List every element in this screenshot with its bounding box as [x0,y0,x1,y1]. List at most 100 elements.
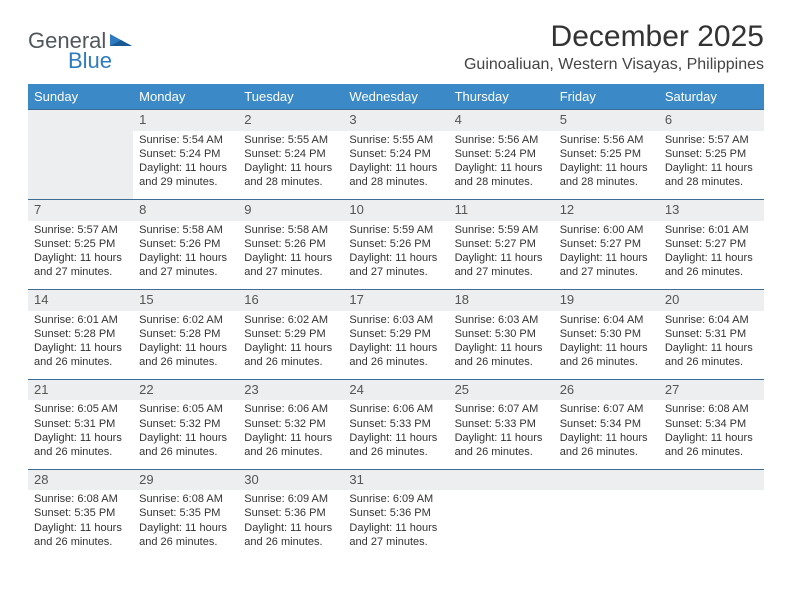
sunrise-text: Sunrise: 6:05 AM [34,402,127,416]
daylight-text: and 27 minutes. [34,265,127,279]
sunrise-text: Sunrise: 5:55 AM [244,133,337,147]
daylight-text: and 26 minutes. [665,265,758,279]
sunset-text: Sunset: 5:27 PM [455,237,548,251]
weekday-header: Wednesday [343,84,448,110]
calendar-day-cell: 8Sunrise: 5:58 AMSunset: 5:26 PMDaylight… [133,199,238,289]
sunrise-text: Sunrise: 6:03 AM [455,313,548,327]
daylight-text: and 26 minutes. [34,535,127,549]
sunrise-text: Sunrise: 6:06 AM [349,402,442,416]
day-number: 22 [133,380,238,401]
day-number: 29 [133,470,238,491]
day-number: 19 [554,290,659,311]
sunset-text: Sunset: 5:31 PM [34,417,127,431]
sunset-text: Sunset: 5:24 PM [139,147,232,161]
day-number: 9 [238,200,343,221]
sunset-text: Sunset: 5:33 PM [455,417,548,431]
sunset-text: Sunset: 5:36 PM [244,506,337,520]
calendar-day-cell: 21Sunrise: 6:05 AMSunset: 5:31 PMDayligh… [28,379,133,469]
sunrise-text: Sunrise: 5:59 AM [349,223,442,237]
calendar-day-cell: 28Sunrise: 6:08 AMSunset: 5:35 PMDayligh… [28,469,133,558]
logo: General Blue [28,20,136,54]
daylight-text: Daylight: 11 hours [34,341,127,355]
sunrise-text: Sunrise: 6:06 AM [244,402,337,416]
daylight-text: Daylight: 11 hours [244,521,337,535]
daylight-text: Daylight: 11 hours [560,251,653,265]
day-number: 14 [28,290,133,311]
sunrise-text: Sunrise: 5:56 AM [560,133,653,147]
daylight-text: Daylight: 11 hours [349,251,442,265]
sunset-text: Sunset: 5:35 PM [139,506,232,520]
calendar-day-cell: 3Sunrise: 5:55 AMSunset: 5:24 PMDaylight… [343,110,448,200]
daylight-text: and 27 minutes. [349,265,442,279]
sunset-text: Sunset: 5:29 PM [244,327,337,341]
day-number [449,470,554,491]
daylight-text: Daylight: 11 hours [349,161,442,175]
daylight-text: Daylight: 11 hours [244,161,337,175]
calendar-day-cell: 4Sunrise: 5:56 AMSunset: 5:24 PMDaylight… [449,110,554,200]
sunrise-text: Sunrise: 6:01 AM [34,313,127,327]
sunrise-text: Sunrise: 5:54 AM [139,133,232,147]
sunset-text: Sunset: 5:28 PM [139,327,232,341]
calendar-day-cell [659,469,764,558]
logo-flag-icon [110,30,134,53]
calendar-week-row: 14Sunrise: 6:01 AMSunset: 5:28 PMDayligh… [28,289,764,379]
calendar-day-cell: 27Sunrise: 6:08 AMSunset: 5:34 PMDayligh… [659,379,764,469]
daylight-text: Daylight: 11 hours [349,431,442,445]
sunrise-text: Sunrise: 6:09 AM [244,492,337,506]
sunset-text: Sunset: 5:34 PM [665,417,758,431]
calendar-day-cell: 16Sunrise: 6:02 AMSunset: 5:29 PMDayligh… [238,289,343,379]
daylight-text: Daylight: 11 hours [665,161,758,175]
calendar-page: General Blue December 2025 Guinoaliuan, … [0,0,792,559]
day-number: 7 [28,200,133,221]
sunset-text: Sunset: 5:25 PM [665,147,758,161]
daylight-text: Daylight: 11 hours [560,431,653,445]
day-number: 20 [659,290,764,311]
day-number: 26 [554,380,659,401]
day-number [554,470,659,491]
calendar-day-cell: 20Sunrise: 6:04 AMSunset: 5:31 PMDayligh… [659,289,764,379]
day-number: 15 [133,290,238,311]
day-number: 18 [449,290,554,311]
daylight-text: Daylight: 11 hours [455,251,548,265]
weekday-header: Friday [554,84,659,110]
daylight-text: Daylight: 11 hours [139,341,232,355]
sunrise-text: Sunrise: 6:08 AM [34,492,127,506]
daylight-text: Daylight: 11 hours [349,521,442,535]
day-number: 4 [449,110,554,131]
calendar-table: Sunday Monday Tuesday Wednesday Thursday… [28,84,764,559]
daylight-text: and 26 minutes. [665,355,758,369]
daylight-text: Daylight: 11 hours [34,521,127,535]
day-number: 2 [238,110,343,131]
calendar-day-cell: 5Sunrise: 5:56 AMSunset: 5:25 PMDaylight… [554,110,659,200]
sunset-text: Sunset: 5:27 PM [665,237,758,251]
page-header: General Blue December 2025 Guinoaliuan, … [28,20,764,74]
day-number: 23 [238,380,343,401]
day-number: 16 [238,290,343,311]
calendar-day-cell: 11Sunrise: 5:59 AMSunset: 5:27 PMDayligh… [449,199,554,289]
daylight-text: and 26 minutes. [560,355,653,369]
daylight-text: Daylight: 11 hours [665,431,758,445]
calendar-day-cell: 7Sunrise: 5:57 AMSunset: 5:25 PMDaylight… [28,199,133,289]
day-number: 12 [554,200,659,221]
calendar-day-cell: 2 Sunrise: 5:55 AMSunset: 5:24 PMDaylight… [238,110,343,200]
day-number: 30 [238,470,343,491]
sunset-text: Sunset: 5:24 PM [244,147,337,161]
sunset-text: Sunset: 5:25 PM [560,147,653,161]
calendar-day-cell: 9Sunrise: 5:58 AMSunset: 5:26 PMDaylight… [238,199,343,289]
sunset-text: Sunset: 5:29 PM [349,327,442,341]
daylight-text: Daylight: 11 hours [244,251,337,265]
logo-text-blue: Blue [68,48,112,74]
calendar-week-row: 28Sunrise: 6:08 AMSunset: 5:35 PMDayligh… [28,469,764,558]
daylight-text: Daylight: 11 hours [139,251,232,265]
daylight-text: Daylight: 11 hours [455,341,548,355]
sunrise-text: Sunrise: 6:03 AM [349,313,442,327]
daylight-text: Daylight: 11 hours [665,341,758,355]
sunrise-text: Sunrise: 6:04 AM [665,313,758,327]
sunset-text: Sunset: 5:30 PM [560,327,653,341]
calendar-day-cell: 23Sunrise: 6:06 AMSunset: 5:32 PMDayligh… [238,379,343,469]
calendar-day-cell: 25Sunrise: 6:07 AMSunset: 5:33 PMDayligh… [449,379,554,469]
calendar-day-cell: 18Sunrise: 6:03 AMSunset: 5:30 PMDayligh… [449,289,554,379]
daylight-text: and 27 minutes. [349,535,442,549]
daylight-text: Daylight: 11 hours [560,341,653,355]
calendar-day-cell [449,469,554,558]
